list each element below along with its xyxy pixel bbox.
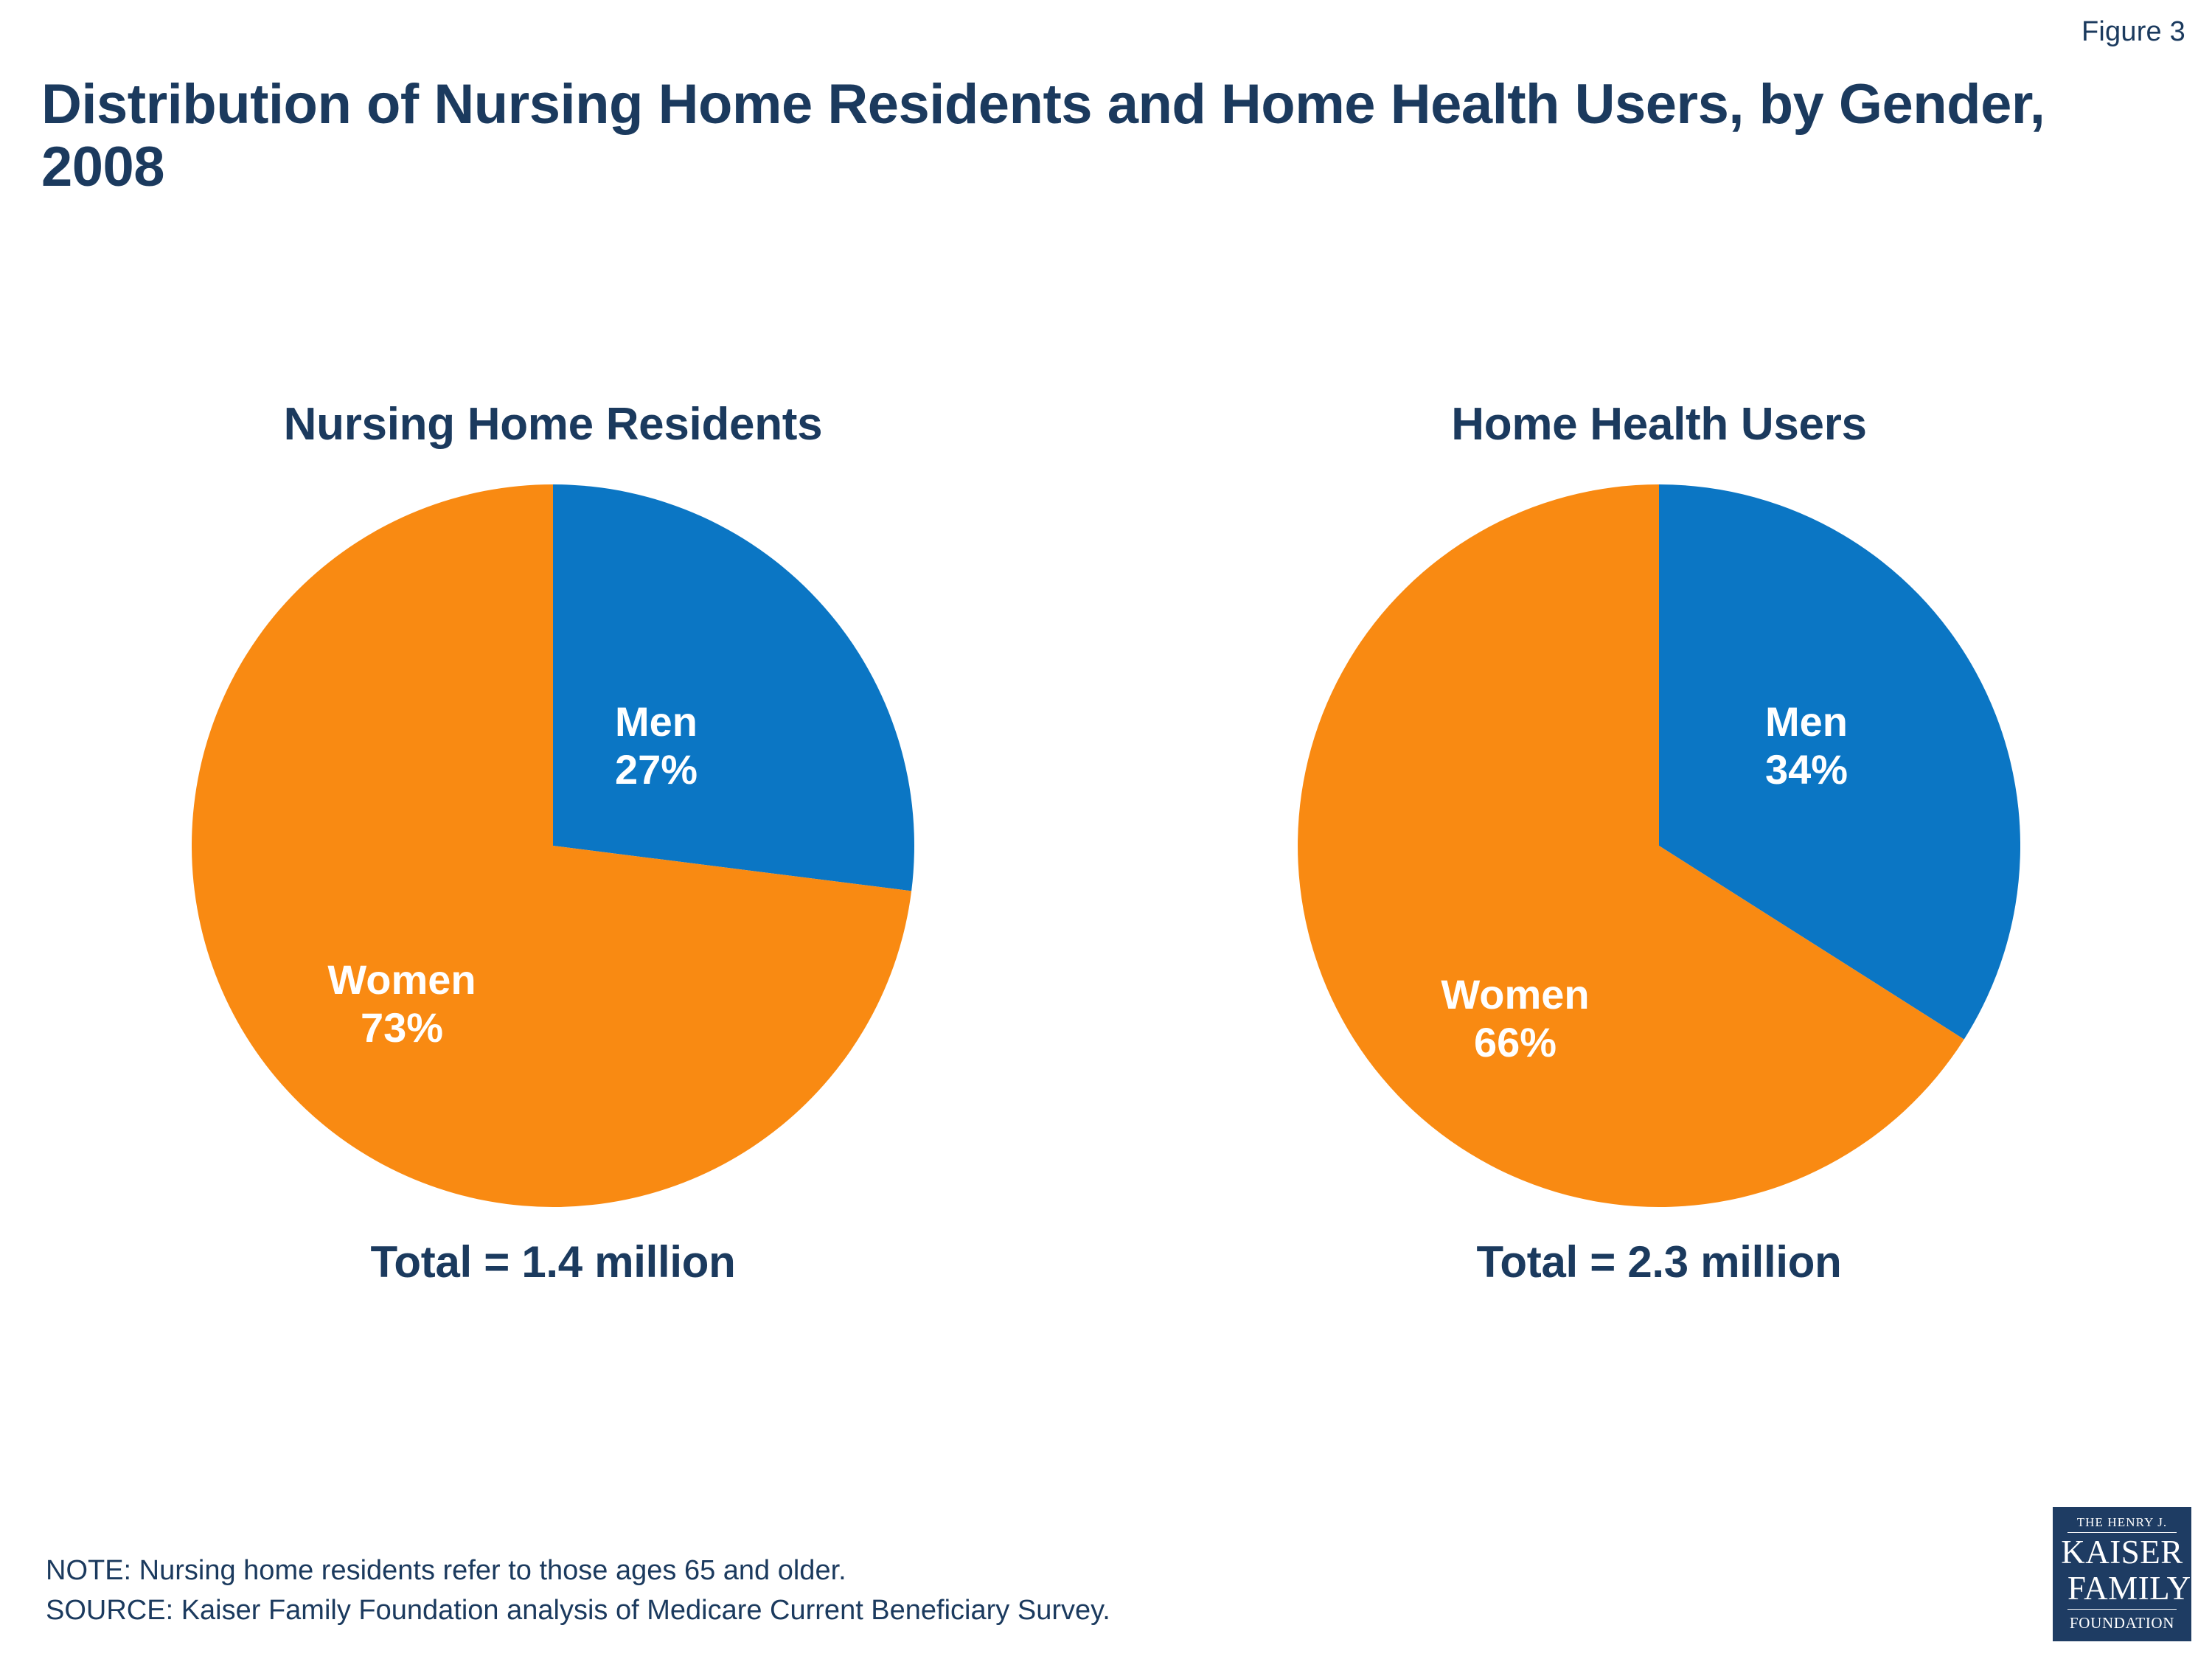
footnote-source: SOURCE: Kaiser Family Foundation analysi… [46, 1595, 1110, 1627]
chart-nursing-home-residents: Nursing Home Residents Men 27% Women 73%… [29, 398, 1077, 1287]
charts-container: Nursing Home Residents Men 27% Women 73%… [0, 398, 2212, 1504]
pie-svg-left [192, 484, 914, 1207]
pie-chart-left: Men 27% Women 73% [192, 484, 914, 1207]
pie-chart-right: Men 34% Women 66% [1298, 484, 2020, 1207]
pie-svg-right [1298, 484, 2020, 1207]
kff-logo-line-3: FAMILY [2067, 1571, 2191, 1610]
pie-slice-women-right[interactable] [1298, 484, 1964, 1207]
pie-slice-men-left[interactable] [553, 484, 914, 891]
footnote-note: NOTE: Nursing home residents refer to th… [46, 1555, 846, 1587]
kff-logo-line-2: KAISER [2061, 1533, 2183, 1571]
chart-subtitle-right: Home Health Users [1451, 399, 1867, 450]
kff-logo-line-1: THE HENRY J. [2067, 1515, 2177, 1533]
pie-slice-women-left[interactable] [192, 484, 912, 1207]
kff-logo: THE HENRY J. KAISER FAMILY FOUNDATION [2053, 1507, 2191, 1641]
figure-number: Figure 3 [2081, 16, 2185, 47]
chart-subtitle-left: Nursing Home Residents [283, 399, 823, 450]
chart-home-health-users: Home Health Users Men 34% Women 66% Tota… [1135, 398, 2183, 1287]
footnotes: NOTE: Nursing home residents refer to th… [46, 1551, 1110, 1631]
pie-slice-men-right[interactable] [1659, 484, 2020, 1040]
chart-total-left: Total = 1.4 million [370, 1237, 736, 1287]
chart-total-right: Total = 2.3 million [1476, 1237, 1842, 1287]
kff-logo-line-4: FOUNDATION [2069, 1613, 2175, 1632]
page-title: Distribution of Nursing Home Residents a… [41, 72, 2045, 199]
